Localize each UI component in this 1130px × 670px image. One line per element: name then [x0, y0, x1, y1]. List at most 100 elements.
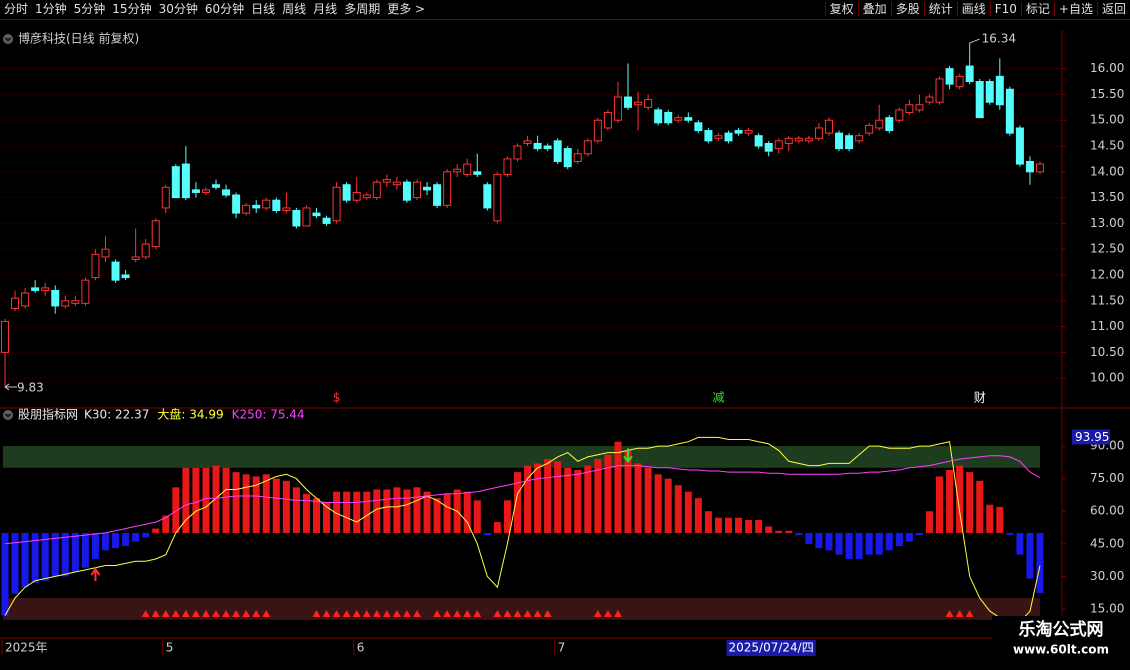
signal-triangle	[443, 610, 452, 617]
toolbar-button[interactable]: 5分钟	[73, 2, 106, 16]
band	[3, 598, 1040, 620]
candle-body	[463, 163, 472, 175]
signal-triangle	[252, 610, 261, 617]
indicator-bar	[1006, 532, 1014, 536]
signal-triangle	[402, 610, 411, 617]
candle-body	[573, 153, 582, 162]
toolbar: 分时 1分钟 5分钟 15分钟 30分钟 60分钟 日线 周线 月线 多周期 更多 > 复权 叠加 多股…	[0, 0, 1130, 20]
candle-body	[423, 186, 432, 191]
candle-body	[794, 137, 803, 142]
toolbar-button[interactable]: 60分钟	[204, 2, 245, 16]
indicator-bar	[162, 515, 170, 533]
candle-body	[593, 119, 602, 142]
toolbar-button[interactable]: 日线	[251, 2, 276, 16]
watermark-title: 乐淘公式网	[1019, 619, 1104, 640]
indicator-bar	[403, 489, 411, 533]
indicator-bar	[353, 491, 361, 533]
toolbar-button[interactable]: 周线	[282, 2, 307, 16]
signal-triangle	[151, 610, 160, 617]
candle-body	[905, 104, 914, 113]
candle-body	[392, 181, 401, 186]
candle-body	[41, 287, 50, 291]
candle-body	[222, 189, 231, 196]
toolbar-button[interactable]: 多周期	[344, 2, 381, 16]
toolbar-button[interactable]: 返回	[1096, 2, 1130, 16]
candle-body	[1005, 88, 1014, 134]
toolbar-button[interactable]: 标记	[1020, 2, 1054, 16]
indicator-bar	[302, 493, 310, 533]
candle-body	[232, 194, 241, 214]
indicator-bar	[825, 532, 833, 551]
indicator-bar	[905, 532, 913, 542]
toolbar-button[interactable]: +自选	[1053, 2, 1097, 16]
indicator-bar	[694, 498, 702, 533]
indicator-bar	[443, 493, 451, 533]
indicator-bar	[714, 517, 722, 533]
indicator-bar	[252, 476, 260, 533]
candle-body	[242, 204, 251, 214]
indicator-bar	[604, 454, 612, 533]
toolbar-button[interactable]: 30分钟	[158, 2, 198, 16]
y-tick-label: 14.50	[1090, 139, 1124, 153]
indicator-bar	[885, 532, 893, 551]
candle-body	[895, 109, 904, 121]
candle-body	[774, 140, 783, 150]
toolbar-button[interactable]: 月线	[313, 2, 338, 16]
candle-body	[1025, 160, 1034, 173]
toolbar-button[interactable]: 更多 >	[387, 2, 426, 16]
indicator-bar	[81, 532, 89, 568]
candle-body	[453, 168, 462, 173]
cursor-label: 2025/07/24/四	[728, 641, 813, 655]
toolbar-button[interactable]: 1分钟	[35, 2, 67, 16]
indicator-bar	[835, 532, 843, 555]
signal-triangle	[262, 610, 271, 617]
candle-body	[724, 132, 733, 142]
indicator-bar	[624, 450, 632, 533]
candle-body	[131, 256, 140, 261]
candle-body	[855, 135, 864, 142]
indicator-title: 股朋指标网	[18, 407, 78, 422]
indicator-bar	[112, 532, 120, 549]
y-tick-label: 15.50	[1090, 87, 1124, 101]
indicator-bar	[845, 532, 853, 560]
indicator-bar	[61, 532, 69, 577]
chart-title: 博彦科技(日线 前复权)	[18, 31, 139, 46]
toolbar-button[interactable]: F10	[989, 2, 1021, 16]
toolbar-button[interactable]: 分时	[4, 2, 29, 16]
indicator-bar	[31, 532, 39, 583]
candle-body	[101, 248, 110, 258]
event-marker: 减	[712, 391, 724, 405]
toolbar-button[interactable]: 多股	[890, 2, 924, 16]
signal-triangle	[191, 610, 200, 617]
indicator-bar	[745, 519, 753, 533]
indicator-bar	[383, 489, 391, 533]
candle-body	[553, 140, 562, 162]
panel-icon	[3, 34, 13, 44]
signal-triangle	[212, 610, 221, 617]
indicator-bar	[614, 441, 622, 533]
indicator-bar	[282, 480, 290, 533]
candle-body	[533, 142, 542, 150]
indicator-bar	[534, 463, 542, 533]
candle-body	[473, 171, 482, 175]
toolbar-button[interactable]: 复权	[824, 2, 858, 16]
indicator-bar	[765, 526, 773, 533]
toolbar-button[interactable]: 统计	[923, 2, 957, 16]
indicator-bar	[865, 532, 873, 555]
candle-body	[292, 210, 301, 227]
toolbar-button[interactable]: 画线	[956, 2, 990, 16]
indicator-bar	[152, 528, 160, 533]
indicator-bar	[463, 491, 471, 533]
candle-body	[61, 300, 70, 307]
candle-body	[483, 184, 492, 209]
candle-body	[694, 122, 703, 132]
candle-body	[111, 261, 120, 281]
candle-body	[754, 135, 763, 147]
annotation: 9.83	[17, 380, 44, 394]
candle-body	[402, 181, 411, 201]
candle-body	[583, 140, 592, 155]
toolbar-button[interactable]: 15分钟	[112, 2, 152, 16]
toolbar-button[interactable]: 叠加	[857, 2, 891, 16]
signal-triangle	[533, 610, 542, 617]
